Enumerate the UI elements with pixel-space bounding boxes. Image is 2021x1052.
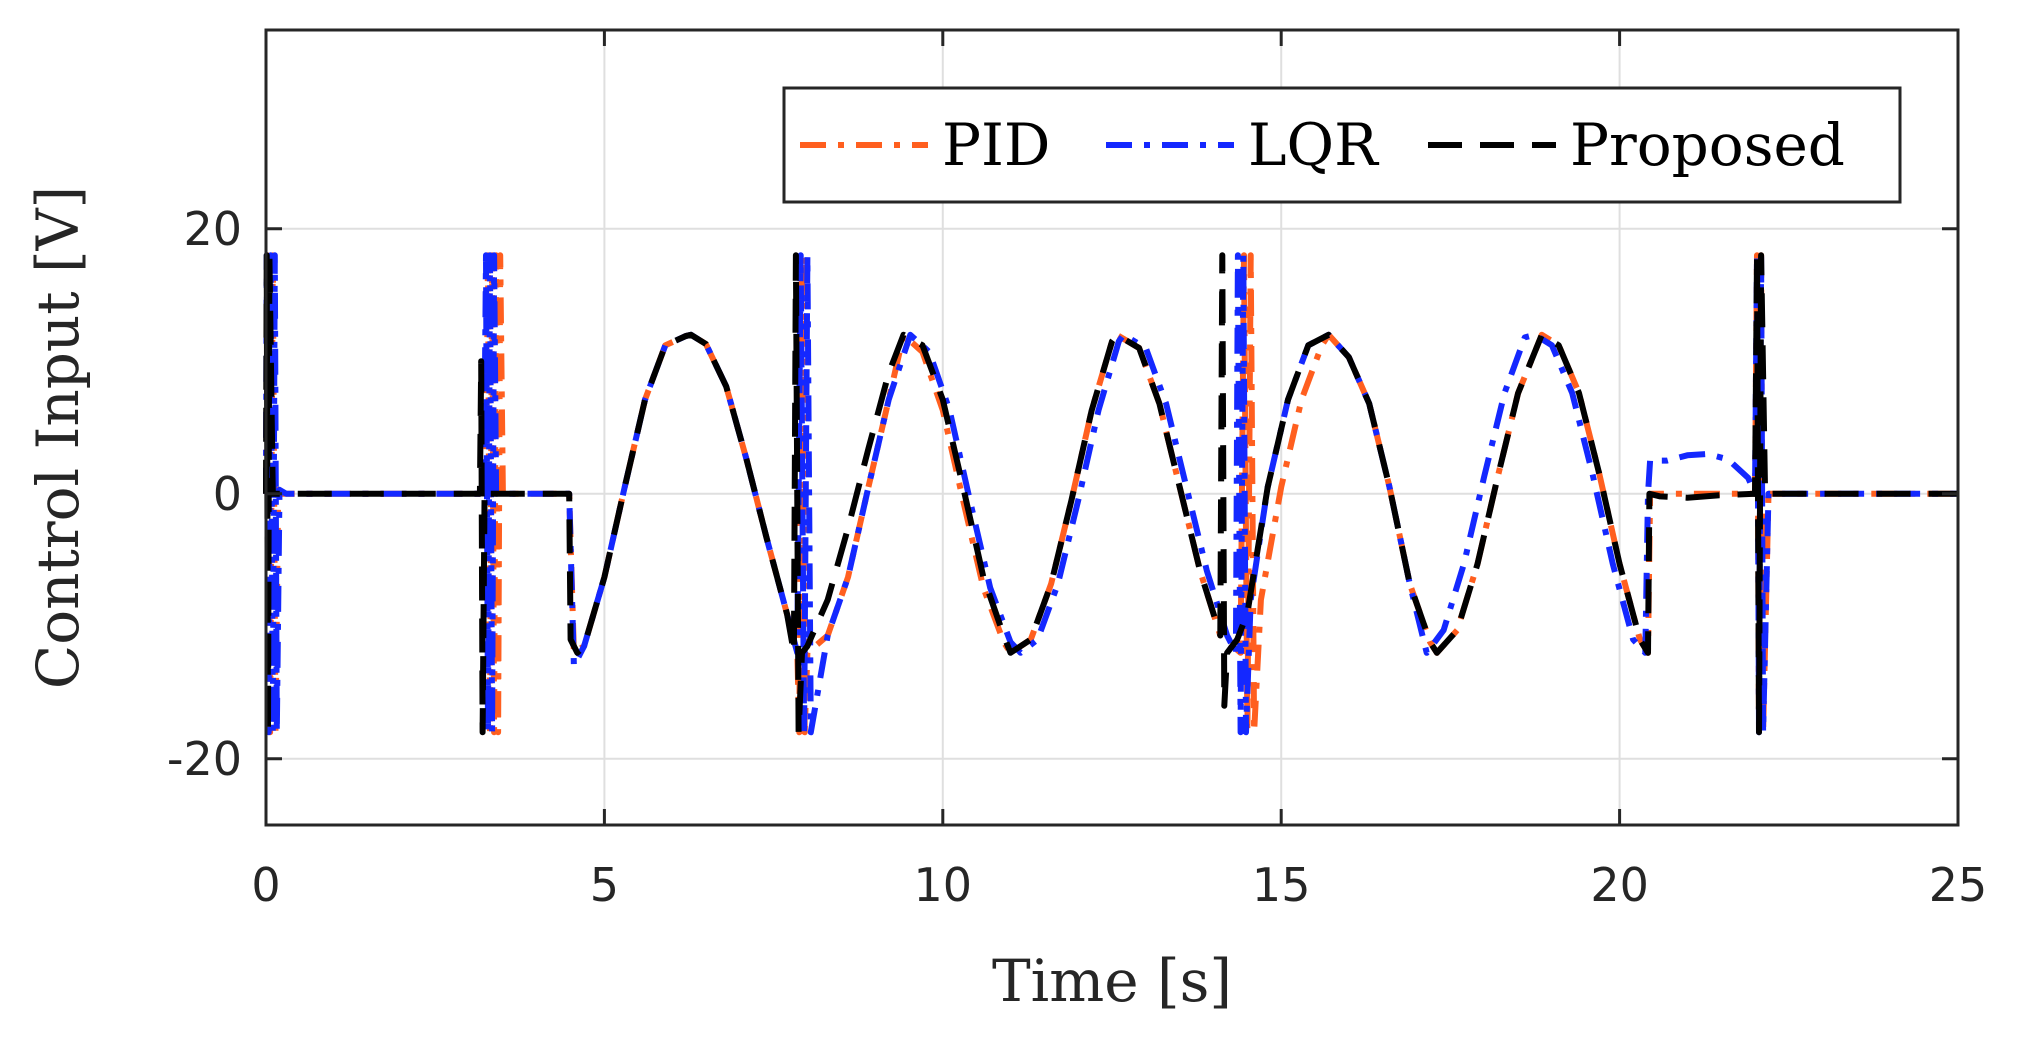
y-tick-labels: -20 0 20 [167,202,242,786]
x-tick-labels: 0 5 10 15 20 25 [251,858,1987,912]
legend-label-proposed: Proposed [1570,111,1845,179]
x-tick-label: 15 [1252,858,1311,912]
y-tick-label: 0 [213,467,242,521]
legend: PID LQR Proposed [782,86,1902,204]
y-axis-label: Control Input [V] [24,186,92,689]
tick-marks [264,30,1960,825]
y-tick-label: 20 [183,202,242,256]
legend-label-pid: PID [942,111,1050,179]
x-axis-label: Time [s] [992,947,1232,1015]
x-tick-label: 20 [1590,858,1649,912]
series-line-proposed [263,252,1958,736]
series-group [263,252,1958,736]
x-tick-label: 0 [251,858,280,912]
legend-box [782,86,1902,204]
legend-label-lqr: LQR [1248,111,1380,179]
x-tick-label: 5 [590,858,619,912]
x-tick-label: 10 [914,858,973,912]
y-tick-label: -20 [167,732,242,786]
plot-frame [264,28,1960,827]
x-tick-label: 25 [1929,858,1988,912]
